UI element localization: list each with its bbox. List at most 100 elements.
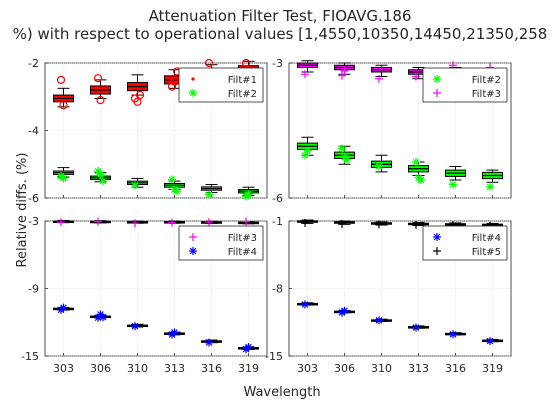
- outlier-point: [173, 187, 181, 196]
- box-Filt#4-306: [90, 310, 111, 322]
- box-Filt#3-306: [334, 62, 355, 80]
- legend: Filt#4 Filt#5: [422, 225, 508, 261]
- legend-label: Filt#3: [472, 89, 501, 100]
- series-Filt#5: [297, 218, 503, 230]
- subplot-top-left: -2 -4 -6 Filt#1 Filt#2: [28, 57, 268, 205]
- outlier-point: [57, 218, 65, 227]
- outlier-point: [59, 174, 68, 183]
- y-tick-label: -3: [28, 215, 39, 228]
- y-tick-label: -2: [28, 57, 39, 70]
- box-Filt#3-310: [127, 219, 148, 228]
- box-Filt#2-316: [201, 184, 222, 199]
- y-axis-label: Relative diffs. (%): [15, 153, 30, 268]
- series-Filt#4: [53, 303, 259, 354]
- outlier-point: [417, 176, 425, 184]
- box-Filt#2-306: [90, 167, 111, 186]
- legend-label: Filt#2: [228, 89, 257, 100]
- box-Filt#4-319: [482, 337, 503, 346]
- subplot-bottom-right: 303 306 310 313 316 319 -1 -8 -15 Filt#4 Filt#5: [265, 215, 512, 375]
- box-Filt#5-306: [334, 219, 355, 228]
- outlier-point: [99, 177, 107, 186]
- legend-marker: [433, 247, 441, 255]
- outlier-point: [59, 303, 68, 312]
- outlier-point: [412, 220, 420, 229]
- outlier-point: [375, 74, 383, 83]
- outlier-point: [375, 316, 383, 325]
- outlier-point: [338, 144, 346, 153]
- outlier-point: [59, 101, 68, 110]
- outlier-point: [338, 71, 346, 80]
- outlier-point: [242, 217, 250, 226]
- legend-marker: [189, 247, 197, 255]
- box-Filt#2-303: [297, 136, 318, 160]
- x-tick-label: 313: [408, 362, 429, 375]
- box-Filt#2-313: [164, 175, 185, 196]
- outlier-point: [96, 96, 105, 105]
- outlier-point: [449, 330, 457, 339]
- box-Filt#4-313: [164, 328, 185, 339]
- x-tick-label: 306: [90, 362, 111, 375]
- outlier-point: [301, 70, 309, 79]
- box-Filt#5-313: [408, 220, 429, 229]
- series-Filt#3: [53, 217, 259, 228]
- y-tick-label: -15: [21, 350, 39, 363]
- x-tick-label: 303: [297, 362, 318, 375]
- outlier-point: [135, 90, 145, 100]
- outlier-point: [167, 82, 177, 91]
- outlier-point: [131, 219, 139, 228]
- box-Filt#2-303: [53, 167, 74, 183]
- outlier-point: [244, 343, 253, 351]
- legend-marker: [191, 77, 195, 81]
- y-tick-label: -9: [28, 283, 39, 296]
- box-Filt#2-306: [334, 144, 355, 165]
- box-Filt#4-306: [334, 306, 355, 317]
- outlier-point: [340, 306, 349, 315]
- box-Filt#1-306: [90, 74, 111, 105]
- subplot-bottom-left: 303 306 310 313 316 319 -3 -9 -15 Filt#3 Filt#4: [21, 215, 268, 375]
- box-Filt#2-313: [408, 158, 429, 184]
- legend-label: Filt#4: [472, 233, 501, 244]
- legend-label: Filt#3: [228, 233, 257, 244]
- outlier-point: [131, 322, 139, 331]
- legend-marker: [189, 89, 197, 97]
- outlier-point: [133, 97, 142, 106]
- series-Filt#2: [297, 136, 503, 191]
- box-Filt#3-319: [238, 217, 259, 226]
- box-Filt#3-303: [53, 218, 74, 227]
- outlier-point: [303, 146, 312, 155]
- y-tick-label: -4: [28, 125, 39, 138]
- figure-subtitle: %) with respect to operational values [1…: [13, 25, 548, 43]
- x-tick-label: 306: [334, 362, 355, 375]
- outlier-point: [375, 162, 383, 171]
- box-Filt#2-310: [127, 177, 148, 190]
- outlier-point: [486, 182, 494, 191]
- legend-marker: [433, 75, 441, 83]
- legend: Filt#3 Filt#4: [178, 225, 264, 261]
- outlier-point: [96, 170, 105, 179]
- x-tick-label: 316: [201, 362, 222, 375]
- legend-label: Filt#1: [228, 75, 257, 86]
- outlier-point: [170, 328, 179, 337]
- box-Filt#2-316: [445, 166, 466, 189]
- outlier-point: [244, 189, 253, 198]
- legend-label: Filt#5: [472, 247, 501, 258]
- outlier-point: [412, 323, 420, 332]
- outlier-point: [338, 219, 346, 228]
- outlier-point: [301, 218, 309, 227]
- box-Filt#4-316: [201, 338, 222, 347]
- y-tick-label: -6: [28, 192, 39, 205]
- outlier-point: [205, 338, 213, 347]
- box-Filt#2-319: [482, 169, 503, 191]
- box-Filt#1-303: [53, 75, 74, 110]
- outlier-point: [99, 313, 107, 322]
- box-Filt#4-316: [445, 330, 466, 339]
- outlier-point: [449, 180, 457, 189]
- box-Filt#3-313: [164, 218, 185, 227]
- outlier-point: [340, 67, 349, 76]
- y-tick-label: -1: [272, 215, 283, 228]
- outlier-point: [131, 181, 139, 190]
- legend-label: Filt#2: [472, 75, 501, 86]
- box-Filt#3-310: [371, 64, 392, 83]
- legend: Filt#2 Filt#3: [422, 67, 508, 103]
